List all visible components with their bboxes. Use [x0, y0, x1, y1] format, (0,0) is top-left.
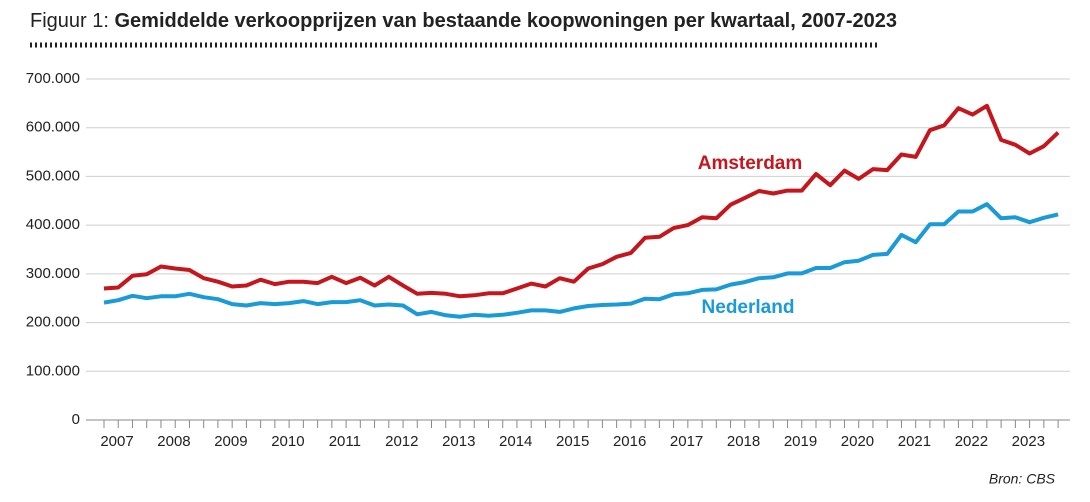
y-tick-label: 600.000: [26, 119, 80, 136]
y-tick-label: 500.000: [26, 167, 80, 184]
x-tick-label: 2011: [329, 433, 361, 450]
y-tick-label: 0: [72, 411, 80, 428]
series-label: Amsterdam: [698, 153, 803, 174]
x-tick-label: 2015: [556, 433, 589, 450]
title-main: Gemiddelde verkoopprijzen van bestaande …: [115, 10, 897, 32]
y-tick-label: 100.000: [26, 362, 80, 379]
x-tick-label: 2016: [613, 433, 646, 450]
x-tick-label: 2018: [727, 433, 760, 450]
series-label: Nederland: [702, 297, 795, 318]
series-line: [103, 103, 1060, 299]
x-tick-label: 2007: [100, 433, 133, 450]
x-tick-label: 2022: [955, 433, 988, 450]
x-tick-label: 2012: [385, 433, 418, 450]
chart-title: Figuur 1: Gemiddelde verkoopprijzen van …: [30, 10, 897, 32]
x-tick-label: 2019: [784, 433, 817, 450]
x-tick-label: 2013: [442, 433, 475, 450]
x-tick-label: 2014: [499, 433, 532, 450]
x-tick-label: 2017: [670, 433, 703, 450]
x-tick-label: 2008: [157, 433, 190, 450]
x-tick-label: 2010: [271, 433, 304, 450]
x-tick-label: 2009: [214, 433, 247, 450]
x-tick-label: 2020: [841, 433, 874, 450]
y-tick-label: 200.000: [26, 314, 80, 331]
x-tick-label: 2023: [1012, 433, 1045, 450]
source: Bron: CBS: [989, 471, 1056, 487]
y-tick-label: 400.000: [26, 216, 80, 233]
series-line: [103, 202, 1059, 319]
x-tick-label: 2021: [898, 433, 931, 450]
title-prefix: Figuur 1:: [30, 10, 109, 32]
y-tick-label: 700.000: [26, 70, 80, 87]
y-tick-label: 300.000: [26, 265, 80, 282]
